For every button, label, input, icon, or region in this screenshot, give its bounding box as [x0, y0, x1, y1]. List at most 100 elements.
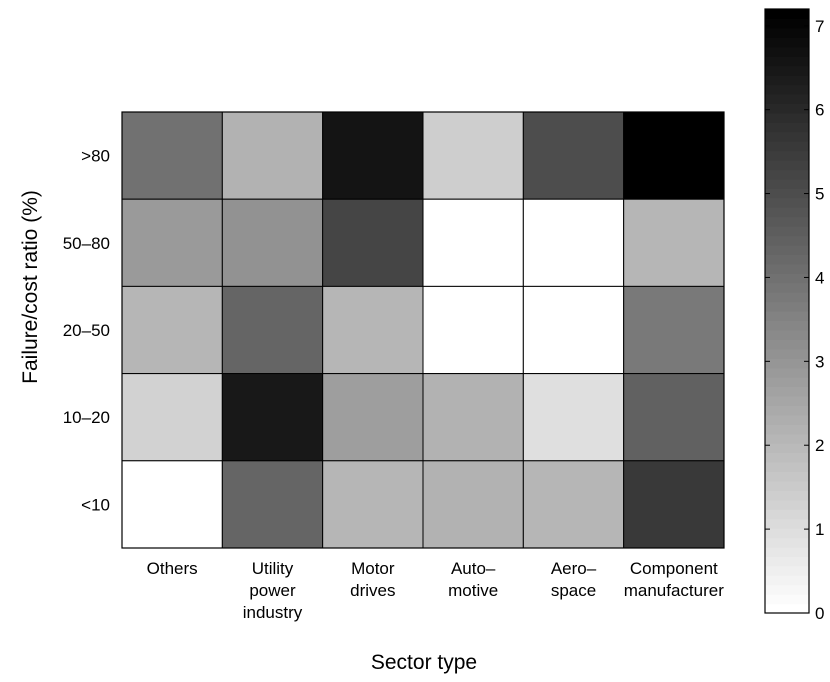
colorbar-tick-label: 7 — [815, 17, 824, 36]
colorbar-step — [765, 311, 809, 322]
colorbar-step — [765, 84, 809, 95]
colorbar-step — [765, 565, 809, 576]
heatmap-cell — [623, 285, 725, 375]
colorbar-step — [765, 490, 809, 501]
colorbar-step — [765, 93, 809, 104]
heatmap-cell — [221, 198, 324, 287]
colorbar-step — [765, 329, 809, 340]
heatmap-cell — [422, 460, 524, 549]
colorbar-step — [765, 18, 809, 29]
y-tick-label: 20–50 — [63, 321, 110, 340]
heatmap-cell — [422, 111, 524, 200]
colorbar-tick-label: 0 — [815, 604, 824, 623]
colorbar-tick-label: 6 — [815, 101, 824, 120]
heatmap-cell — [422, 373, 524, 462]
x-tick-label: Auto– motive — [448, 559, 498, 600]
colorbar-step — [765, 131, 809, 142]
colorbar-step — [765, 509, 809, 520]
x-tick-label: Motor drives — [350, 559, 395, 600]
colorbar-step — [765, 75, 809, 86]
heatmap-cell — [322, 285, 424, 375]
colorbar-step — [765, 452, 809, 463]
colorbar-step — [765, 197, 809, 208]
heatmap-cell — [221, 111, 324, 200]
colorbar-step — [765, 386, 809, 397]
colorbar-step — [765, 235, 809, 246]
heatmap-cell — [623, 198, 725, 287]
heatmap-cell — [522, 373, 625, 462]
colorbar-tick-label: 4 — [815, 268, 824, 287]
colorbar-step — [765, 471, 809, 482]
colorbar-step — [765, 188, 809, 199]
colorbar-step — [765, 150, 809, 161]
heatmap-cell — [121, 285, 223, 375]
y-tick-labels: >80 50–80 20–50 10–20 <10 — [63, 147, 110, 515]
colorbar-step — [765, 273, 809, 284]
heatmap-cell — [221, 285, 324, 375]
heatmap-cell — [422, 198, 524, 287]
y-tick-label: 50–80 — [63, 234, 110, 253]
colorbar-step — [765, 348, 809, 359]
colorbar-step — [765, 9, 809, 20]
colorbar-step — [765, 339, 809, 350]
colorbar-step — [765, 244, 809, 255]
colorbar-step — [765, 556, 809, 567]
colorbar-step — [765, 122, 809, 133]
heatmap-cell — [522, 198, 625, 287]
colorbar-step — [765, 377, 809, 388]
colorbar-step — [765, 575, 809, 586]
heatmap-cell — [623, 373, 725, 462]
colorbar-step — [765, 282, 809, 293]
colorbar-step — [765, 433, 809, 444]
colorbar-step — [765, 103, 809, 114]
heatmap-cell — [121, 460, 223, 549]
colorbar-step — [765, 594, 809, 605]
colorbar-step — [765, 46, 809, 57]
heatmap-cell — [221, 373, 324, 462]
colorbar-step — [765, 320, 809, 331]
colorbar-step — [765, 499, 809, 510]
heatmap-cell — [121, 373, 223, 462]
heatmap-cell — [221, 460, 324, 549]
x-tick-label: Component manufacturer — [624, 559, 724, 600]
colorbar-step — [765, 405, 809, 416]
colorbar-step — [765, 414, 809, 425]
colorbar-tick-label: 5 — [815, 185, 824, 204]
x-axis-title: Sector type — [371, 651, 477, 674]
y-tick-label: >80 — [81, 147, 110, 166]
heatmap-cell — [322, 373, 424, 462]
heatmap-cell — [322, 198, 424, 287]
colorbar-step — [765, 254, 809, 265]
colorbar-tick-label: 3 — [815, 352, 824, 371]
colorbar-step — [765, 528, 809, 539]
colorbar-step — [765, 584, 809, 595]
colorbar-step — [765, 424, 809, 435]
colorbar-step — [765, 537, 809, 548]
colorbar-step — [765, 216, 809, 227]
colorbar-step — [765, 112, 809, 123]
x-tick-label: Utility power industry — [243, 559, 303, 622]
colorbar-step — [765, 462, 809, 473]
colorbar-step — [765, 178, 809, 189]
colorbar-step — [765, 518, 809, 529]
colorbar: 0 1 2 3 4 5 6 7 — [764, 8, 824, 623]
heatmap-cell — [322, 111, 424, 200]
y-tick-label: 10–20 — [63, 408, 110, 427]
colorbar-step — [765, 27, 809, 38]
colorbar-step — [765, 65, 809, 76]
colorbar-step — [765, 358, 809, 369]
y-tick-label: <10 — [81, 495, 110, 514]
colorbar-step — [765, 301, 809, 312]
colorbar-tick-label: 2 — [815, 436, 824, 455]
colorbar-step — [765, 292, 809, 303]
colorbar-step — [765, 367, 809, 378]
heatmap-cell — [623, 460, 725, 549]
heatmap-cell — [121, 111, 223, 200]
colorbar-step — [765, 207, 809, 218]
heatmap-cell — [522, 285, 625, 375]
x-tick-label: Others — [147, 559, 198, 578]
heatmap-cell — [422, 285, 524, 375]
colorbar-step — [765, 141, 809, 152]
